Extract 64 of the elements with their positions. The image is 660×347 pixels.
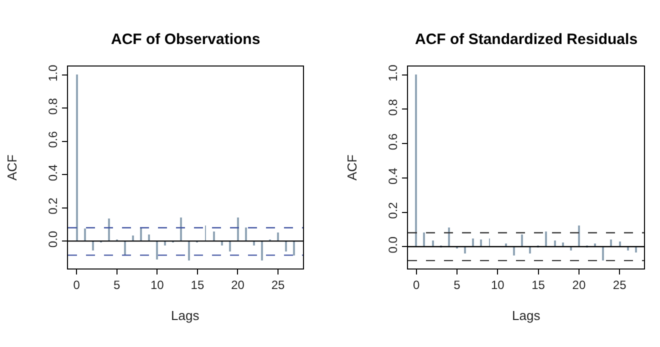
y-tick-label: 0.6	[46, 130, 60, 148]
x-axis-title: Lags	[512, 308, 541, 323]
y-tick-label: 0.2	[386, 202, 400, 219]
bar	[480, 240, 482, 247]
y-tick-label: 0.8	[386, 98, 400, 116]
x-tick-label: 5	[454, 278, 461, 292]
bar	[261, 240, 263, 261]
bar	[132, 236, 134, 241]
bar	[140, 228, 142, 241]
y-tick-label: 0.4	[386, 167, 400, 184]
bar	[188, 240, 190, 261]
x-tick-label: 10	[150, 278, 164, 292]
bar	[432, 240, 434, 247]
bar	[237, 218, 239, 241]
x-tick-label: 0	[73, 278, 80, 292]
bar	[602, 246, 604, 261]
bar	[285, 240, 287, 252]
bar	[513, 246, 515, 256]
x-tick-label: 25	[271, 278, 286, 292]
bar	[76, 74, 78, 241]
bar	[464, 246, 466, 254]
y-tick-label: 0.6	[386, 133, 400, 150]
bar	[521, 234, 523, 247]
y-tick-label: 1.0	[46, 64, 60, 82]
x-tick-label: 5	[114, 278, 121, 292]
x-axis-title: Lags	[171, 308, 200, 323]
x-tick-label: 25	[612, 278, 627, 292]
bar	[635, 246, 637, 253]
bar	[245, 228, 247, 241]
y-axis-title: ACF	[4, 154, 20, 181]
x-tick-label: 20	[572, 278, 586, 292]
bar	[148, 234, 150, 241]
x-tick-label: 20	[231, 278, 245, 292]
bar	[423, 232, 425, 247]
x-tick-label: 15	[190, 278, 204, 292]
y-tick-label: 0.8	[46, 98, 60, 115]
bar	[229, 240, 231, 252]
x-tick-label: 15	[532, 278, 546, 292]
x-tick-label: 10	[490, 278, 505, 292]
bar	[610, 240, 612, 247]
bar	[108, 218, 110, 241]
y-tick-label: 0.4	[46, 164, 60, 182]
bar	[213, 232, 215, 241]
chart-title: ACF of Observations	[111, 31, 260, 48]
y-tick-label: 0.0	[46, 230, 60, 248]
y-tick-label: 0.0	[386, 236, 400, 254]
bar	[415, 74, 417, 247]
bar	[578, 226, 580, 247]
bar	[84, 228, 86, 241]
bar	[545, 232, 547, 247]
bar	[554, 240, 556, 247]
bar	[92, 240, 94, 251]
y-tick-label: 0.2	[46, 197, 60, 214]
bar	[156, 240, 158, 260]
chart-title: ACF of Standardized Residuals	[415, 31, 638, 48]
bar	[293, 240, 295, 256]
bar	[277, 232, 279, 241]
bar	[529, 246, 531, 254]
y-axis-title: ACF	[344, 154, 360, 181]
bar	[619, 242, 621, 247]
y-tick-label: 1.0	[386, 64, 400, 82]
bar	[472, 238, 474, 247]
x-tick-label: 0	[412, 278, 420, 292]
bar	[180, 218, 182, 241]
